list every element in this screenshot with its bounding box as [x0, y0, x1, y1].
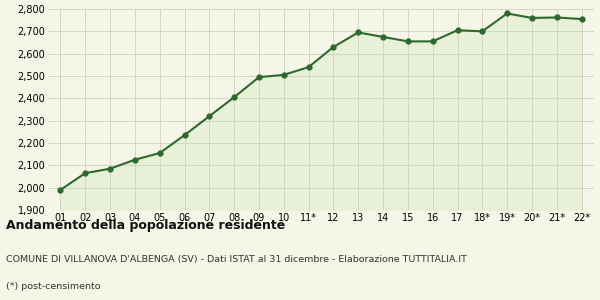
Text: (*) post-censimento: (*) post-censimento: [6, 282, 101, 291]
Text: Andamento della popolazione residente: Andamento della popolazione residente: [6, 219, 285, 232]
Text: COMUNE DI VILLANOVA D'ALBENGA (SV) - Dati ISTAT al 31 dicembre - Elaborazione TU: COMUNE DI VILLANOVA D'ALBENGA (SV) - Dat…: [6, 255, 467, 264]
